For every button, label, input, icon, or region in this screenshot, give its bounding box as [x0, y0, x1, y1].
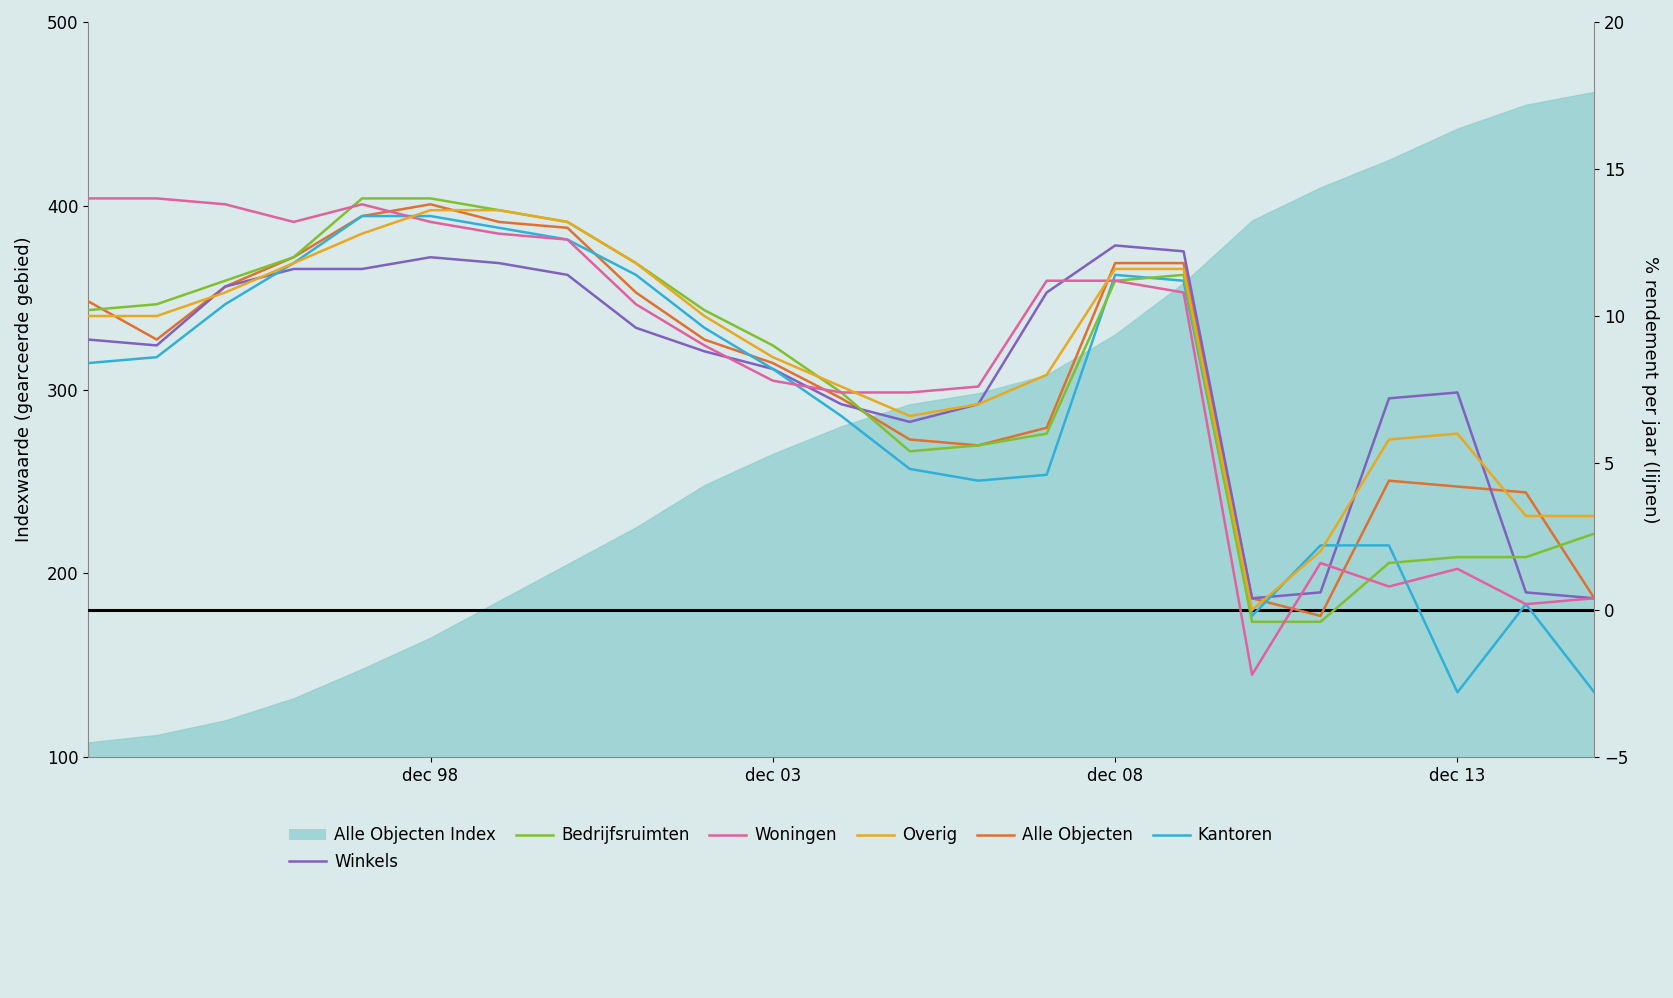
- Y-axis label: % rendement per jaar (lijnen): % rendement per jaar (lijnen): [1640, 255, 1658, 523]
- Legend: Alle Objecten Index, Winkels, Bedrijfsruimten, Woningen, Overig, Alle Objecten, : Alle Objecten Index, Winkels, Bedrijfsru…: [283, 819, 1278, 877]
- Y-axis label: Indexwaarde (gearceerde gebied): Indexwaarde (gearceerde gebied): [15, 237, 33, 542]
